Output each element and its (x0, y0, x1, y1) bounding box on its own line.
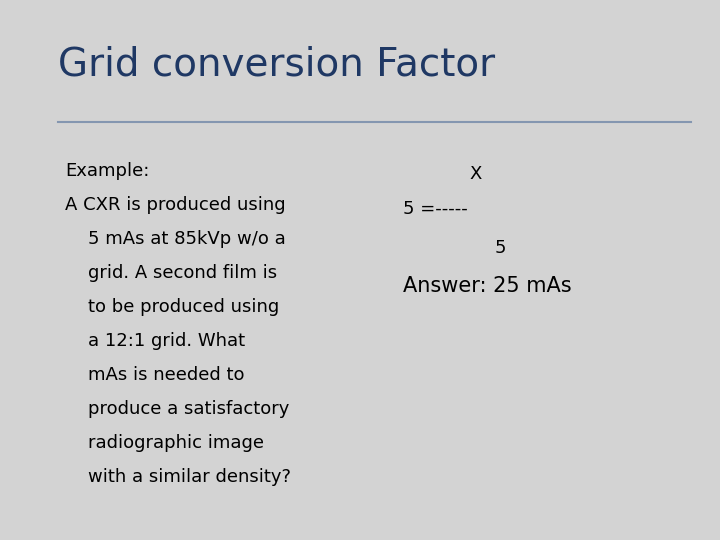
Text: 5: 5 (495, 239, 506, 256)
Text: X: X (469, 165, 482, 183)
Text: a 12:1 grid. What: a 12:1 grid. What (65, 332, 245, 350)
Text: to be produced using: to be produced using (65, 298, 279, 316)
Text: 5 mAs at 85kVp w/o a: 5 mAs at 85kVp w/o a (65, 230, 286, 248)
Text: 5 =-----: 5 =----- (403, 200, 468, 218)
Text: Example:: Example: (65, 162, 149, 180)
Text: A CXR is produced using: A CXR is produced using (65, 196, 285, 214)
Text: mAs is needed to: mAs is needed to (65, 366, 244, 384)
Text: Answer: 25 mAs: Answer: 25 mAs (403, 276, 572, 296)
Text: Grid conversion Factor: Grid conversion Factor (58, 46, 495, 84)
Text: radiographic image: radiographic image (65, 434, 264, 452)
Text: grid. A second film is: grid. A second film is (65, 264, 277, 282)
Text: with a similar density?: with a similar density? (65, 468, 291, 486)
Text: produce a satisfactory: produce a satisfactory (65, 400, 289, 418)
